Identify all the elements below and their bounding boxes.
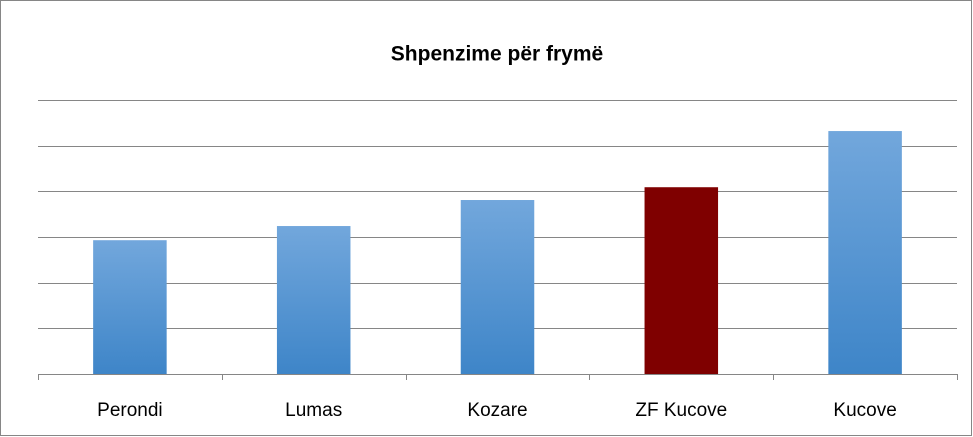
x-tick-label: Kucove bbox=[833, 400, 896, 421]
bar bbox=[276, 226, 351, 374]
x-tick-label: Kozare bbox=[467, 400, 527, 421]
bar bbox=[460, 200, 535, 374]
bar bbox=[93, 240, 167, 374]
chart-title: Shpenzime për frymë bbox=[391, 43, 603, 66]
bar bbox=[644, 187, 719, 374]
x-tick-label: ZF Kucove bbox=[635, 400, 727, 421]
x-tick-label: Perondi bbox=[97, 400, 163, 421]
x-tick-label: Lumas bbox=[285, 400, 342, 421]
bar bbox=[828, 131, 902, 374]
